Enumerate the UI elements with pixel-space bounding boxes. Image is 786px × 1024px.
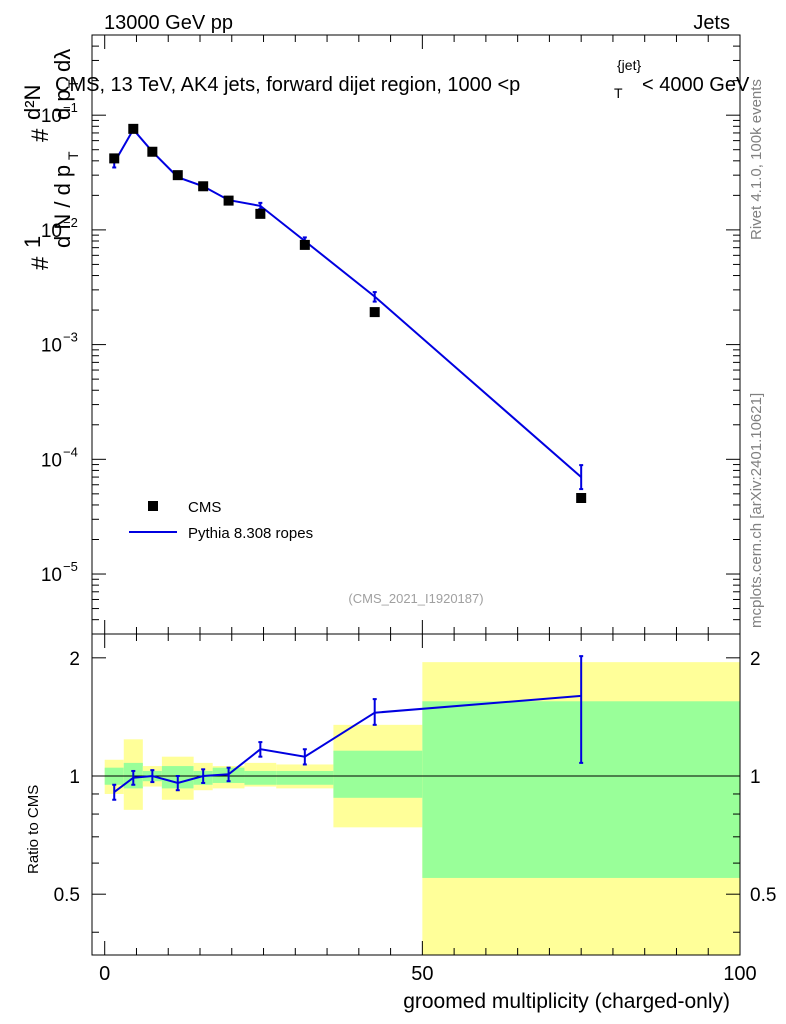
main-ytick-exp: −5 [63,559,78,574]
rivet-label: Rivet 4.1.0, 100k events [748,79,765,240]
legend: CMS Pythia 8.308 ropes [129,499,313,542]
main-ytick-label: 10 [41,450,62,471]
ylabel-deriv-den-sub: T [65,79,81,88]
ylabel-deriv-num: d²N [20,85,45,120]
main-ylabel: # 1 d N / d p T # d²N d p T dλ [20,49,81,270]
cms-point [576,492,587,503]
mcplots-label: mcplots.cern.ch [arXiv:2401.10621] [748,393,765,628]
ratio-ytick-label: 2 [69,649,80,670]
reference-label: (CMS_2021_I1920187) [348,591,483,606]
header-right: Jets [693,12,730,34]
main-ytick-exp: −1 [63,100,78,115]
cms-point [223,195,234,206]
cms-point [255,208,266,219]
xlabel: groomed multiplicity (charged-only) [403,990,730,1013]
cms-point [198,181,209,192]
header-left: 13000 GeV pp [104,12,233,34]
cms-point [299,239,310,250]
main-ytick-exp: −2 [63,215,78,230]
ratio-band-inner [333,750,423,798]
ratio-xtick-label: 50 [411,963,433,985]
ratio-ytick-label-right: 0.5 [750,885,776,906]
title-sub: T [614,85,623,101]
ratio-xtick-label: 100 [723,963,756,985]
main-title: CMS, 13 TeV, AK4 jets, forward dijet reg… [55,57,750,101]
ratio-ytick-label: 1 [69,767,80,788]
cms-point [369,307,380,318]
ratio-ytick-label-right: 2 [750,649,761,670]
legend-cms-marker [148,501,158,511]
title-sup: {jet} [617,57,641,73]
ratio-ytick-label-right: 1 [750,767,761,788]
main-frame [91,34,741,635]
main-ytick-label: 10 [41,336,62,357]
ratio-ytick-label: 0.5 [54,885,80,906]
ylabel-frac-num: 1 [20,236,45,248]
title-after: < 4000 GeV [642,74,750,96]
cms-point [109,153,120,164]
ylabel-deriv-den: d p [50,89,75,120]
title-before: CMS, 13 TeV, AK4 jets, forward dijet reg… [55,74,520,96]
main-ytick-label: 10 [41,106,62,127]
main-panel: 10−510−410−310−210−1 [41,34,741,635]
ratio-band-inner [276,770,334,785]
ratio-panel: 0.5 0.5 1 1 2 2 0 50 100 [54,633,776,985]
ratio-band-inner [244,770,277,785]
legend-cms-label: CMS [188,499,221,516]
main-ytick-label: 10 [41,565,62,586]
main-ytick-exp: −3 [63,330,78,345]
ratio-mc-line [113,694,582,793]
cms-point [147,146,158,157]
ylabel-frac-den: d N / d p [50,165,75,248]
ylabel-deriv-den-end: dλ [50,49,75,72]
cms-point [128,123,139,134]
ratio-xtick-label: 0 [99,963,110,985]
main-ytick-label: 10 [41,221,62,242]
cms-point [172,170,183,181]
legend-mc-label: Pythia 8.308 ropes [188,525,313,542]
mc-line [113,127,582,478]
ratio-frame [91,633,741,956]
ylabel-hash-1: # [27,256,54,270]
ylabel-hash-2: # [27,128,54,142]
ylabel-frac-den-sub: T [65,151,81,160]
ratio-ylabel: Ratio to CMS [25,785,42,874]
main-ytick-exp: −4 [63,444,78,459]
